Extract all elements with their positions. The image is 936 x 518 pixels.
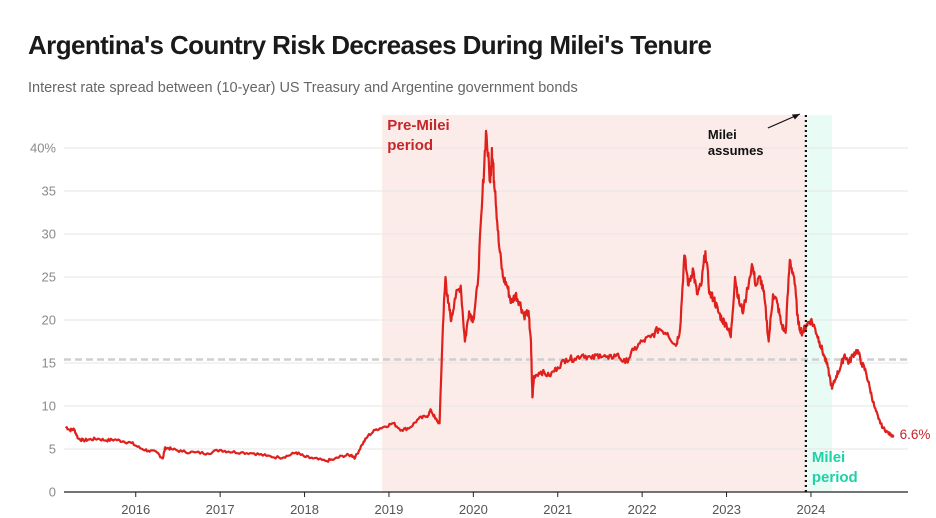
- y-tick-label: 5: [49, 442, 56, 457]
- y-tick-label: 15: [42, 356, 56, 371]
- x-tick-label: 2016: [121, 502, 150, 517]
- y-tick-label: 35: [42, 184, 56, 199]
- y-tick-label: 0: [49, 485, 56, 500]
- milei-assumes-label: Milei assumes: [708, 127, 764, 158]
- x-tick-label: 2019: [374, 502, 403, 517]
- pre-milei-label: Pre-Milei period: [387, 117, 450, 154]
- milei-period-label: Milei period: [812, 449, 858, 486]
- milei-band: [805, 115, 833, 492]
- x-tick-label: 2021: [543, 502, 572, 517]
- annotation-arrow-head: [791, 114, 800, 120]
- y-tick-label: 20: [42, 313, 56, 328]
- series-line: [64, 129, 895, 463]
- y-tick-label: 25: [42, 270, 56, 285]
- pre-milei-band: [382, 115, 806, 492]
- x-tick-label: 2023: [712, 502, 741, 517]
- y-tick-label: 30: [42, 227, 56, 242]
- chart-subtitle: Interest rate spread between (10-year) U…: [28, 80, 578, 96]
- x-tick-label: 2024: [796, 502, 825, 517]
- y-tick-label: 10: [42, 399, 56, 414]
- y-tick-label: 40%: [30, 141, 56, 156]
- x-tick-label: 2022: [628, 502, 657, 517]
- chart-title: Argentina's Country Risk Decreases Durin…: [28, 30, 712, 60]
- x-tick-label: 2017: [206, 502, 235, 517]
- x-tick-label: 2020: [459, 502, 488, 517]
- x-tick-label: 2018: [290, 502, 319, 517]
- end-value-label: 6.6%: [900, 427, 931, 442]
